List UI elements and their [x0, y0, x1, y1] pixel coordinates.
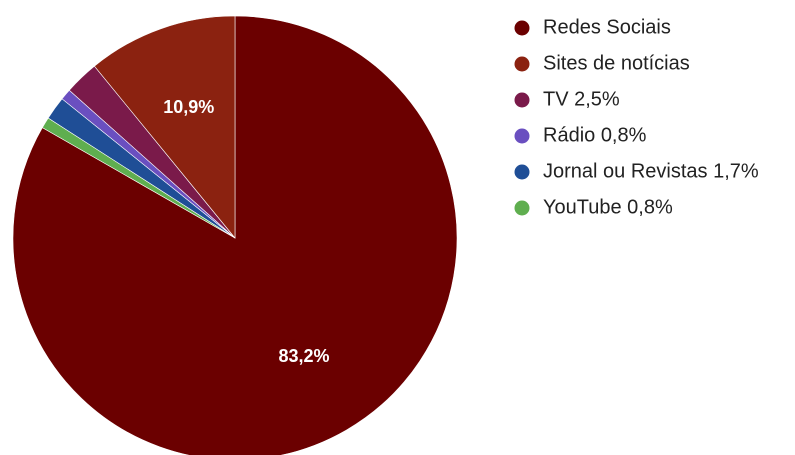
slice-labels: 83,2% 10,9% — [163, 97, 329, 366]
legend-item-jornal-ou-revistas: Jornal ou Revistas 1,7% — [514, 160, 759, 182]
legend-swatch-youtube — [514, 200, 530, 216]
pie-slices — [12, 15, 458, 455]
legend-label-radio: Rádio 0,8% — [543, 124, 647, 146]
legend: Redes Sociais Sites de notícias TV 2,5% Rád… — [514, 16, 759, 218]
slice-label-sites-de-noticias: 10,9% — [163, 97, 214, 117]
slice-label-redes-sociais: 83,2% — [278, 346, 329, 366]
legend-swatch-radio — [514, 128, 530, 144]
legend-label-sites-de-noticias: Sites de notícias — [543, 52, 690, 74]
legend-item-sites-de-noticias: Sites de notícias — [514, 52, 690, 74]
pie-slice-sites-de-noticias — [94, 15, 236, 239]
legend-item-tv: TV 2,5% — [514, 88, 620, 110]
legend-label-tv: TV 2,5% — [543, 88, 620, 110]
legend-swatch-redes-sociais — [514, 20, 530, 36]
legend-item-youtube: YouTube 0,8% — [514, 196, 673, 218]
legend-swatch-sites-de-noticias — [514, 56, 530, 72]
legend-swatch-tv — [514, 92, 530, 108]
legend-label-youtube: YouTube 0,8% — [543, 196, 673, 218]
legend-item-radio: Rádio 0,8% — [514, 124, 647, 146]
legend-item-redes-sociais: Redes Sociais — [514, 16, 671, 38]
legend-label-jornal-ou-revistas: Jornal ou Revistas 1,7% — [543, 160, 759, 182]
legend-swatch-jornal-ou-revistas — [514, 164, 530, 180]
legend-label-redes-sociais: Redes Sociais — [543, 16, 671, 38]
